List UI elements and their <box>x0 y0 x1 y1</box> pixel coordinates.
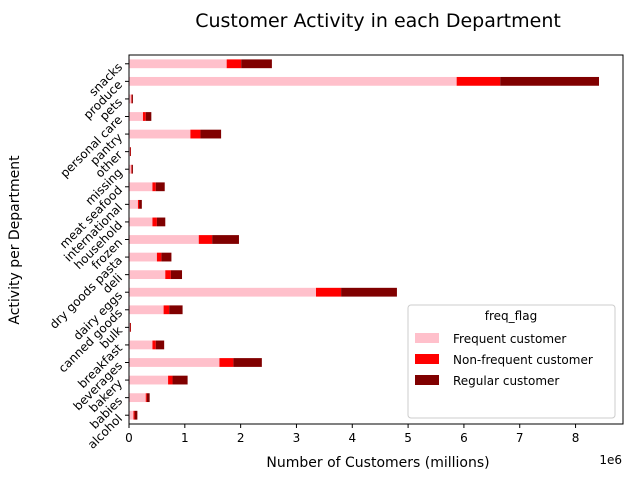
bar-pantry-series-2 <box>200 129 222 139</box>
bar-personal-care-series-2 <box>145 112 152 121</box>
legend-items: Frequent customer Non-frequent customer Re… <box>415 332 593 388</box>
x-tick-label: 2 <box>237 431 245 445</box>
bar-babies-series-1 <box>145 393 147 403</box>
bar-beverages-series-2 <box>233 358 262 367</box>
bar-frozen-series-2 <box>212 235 239 244</box>
x-axis-ticks: 0 1 2 3 4 5 6 7 8 <box>125 424 579 445</box>
bar-pets-series-1 <box>131 94 132 104</box>
x-tick-label: 4 <box>348 431 356 445</box>
bar-international-series-1 <box>137 199 140 209</box>
bar-international-series-2 <box>139 199 142 209</box>
y-axis-ticks: alcoholbabiesbakerybeveragesbreakfastbul… <box>47 60 129 452</box>
bar-canned-goods-series-0 <box>129 305 164 315</box>
bar-pets-series-2 <box>131 94 133 104</box>
bar-missing-series-1 <box>131 164 132 174</box>
bar-dairy-eggs-series-1 <box>315 287 342 297</box>
bar-babies-series-2 <box>146 393 150 403</box>
legend-box <box>407 304 616 419</box>
bar-dairy-eggs-series-2 <box>341 287 397 297</box>
bar-alcohol-series-0 <box>129 410 134 420</box>
bar-deli-series-2 <box>170 270 183 280</box>
bar-dry-goods-pasta-series-1 <box>156 252 162 262</box>
bar-household-series-2 <box>156 217 166 227</box>
bar-produce-series-2 <box>500 76 599 86</box>
bar-canned-goods-series-1 <box>163 305 170 315</box>
bar-alcohol-series-1 <box>133 410 135 420</box>
bar-missing-series-0 <box>129 164 132 174</box>
x-tick-label: 1 <box>181 431 189 445</box>
bar-deli-series-1 <box>165 270 171 280</box>
bar-frozen-series-0 <box>129 235 199 244</box>
bar-dairy-eggs-series-0 <box>129 287 316 297</box>
x-tick-label: 8 <box>572 431 580 445</box>
bar-dry-goods-pasta-series-0 <box>129 252 157 262</box>
x-tick-label: 3 <box>293 431 301 445</box>
bar-missing-series-2 <box>131 164 133 174</box>
bar-deli-series-0 <box>129 270 166 280</box>
legend-swatch <box>415 375 439 385</box>
bar-babies-series-0 <box>129 393 146 403</box>
bar-snacks-series-2 <box>241 59 272 69</box>
chart-title: Customer Activity in each Department <box>195 10 561 32</box>
legend-label: Non-frequent customer <box>453 353 593 367</box>
x-tick-label: 5 <box>404 431 412 445</box>
bar-breakfast-series-0 <box>129 340 153 350</box>
bar-meat-seafood-series-1 <box>152 182 156 192</box>
bar-bakery-series-0 <box>129 375 169 385</box>
x-axis-offset-label: 1e6 <box>599 453 622 467</box>
bar-bakery-series-2 <box>172 375 188 385</box>
bar-household-series-0 <box>129 217 153 227</box>
bar-snacks-series-1 <box>226 59 242 69</box>
bar-household-series-1 <box>152 217 157 227</box>
legend-swatch <box>415 333 439 343</box>
y-axis-label: Activity per Department <box>7 155 23 325</box>
x-tick-label: 6 <box>460 431 468 445</box>
bar-bakery-series-1 <box>168 375 173 385</box>
bar-pets-series-0 <box>129 94 132 104</box>
bar-meat-seafood-series-0 <box>129 182 153 192</box>
legend-label: Frequent customer <box>453 332 566 346</box>
legend: freq_flag Frequent customer Non-frequent … <box>407 304 616 419</box>
bar-canned-goods-series-2 <box>169 305 183 315</box>
legend-title: freq_flag <box>485 309 537 323</box>
legend-label: Regular customer <box>453 374 559 388</box>
bar-snacks-series-0 <box>129 59 227 69</box>
bar-frozen-series-1 <box>198 235 213 244</box>
bar-personal-care-series-1 <box>142 112 146 121</box>
bar-pantry-series-1 <box>190 129 201 139</box>
bar-other-series-0 <box>129 147 131 157</box>
legend-swatch <box>415 354 439 364</box>
bar-beverages-series-0 <box>129 358 220 367</box>
bar-alcohol-series-2 <box>134 410 138 420</box>
bar-bulk-series-0 <box>129 322 131 332</box>
bar-pantry-series-0 <box>129 129 191 139</box>
bar-international-series-0 <box>129 199 138 209</box>
x-axis-label: Number of Customers (millions) <box>266 455 489 471</box>
bar-meat-seafood-series-2 <box>155 182 165 192</box>
bar-dry-goods-pasta-series-2 <box>161 252 172 262</box>
bar-beverages-series-1 <box>219 358 234 367</box>
bar-other-series-2 <box>130 147 131 157</box>
bars-layer <box>129 59 599 420</box>
bar-breakfast-series-1 <box>152 340 156 350</box>
bar-produce-series-0 <box>129 76 457 86</box>
bar-personal-care-series-0 <box>129 112 143 121</box>
bar-breakfast-series-2 <box>155 340 165 350</box>
x-tick-label: 7 <box>516 431 524 445</box>
x-tick-label: 0 <box>125 431 133 445</box>
bar-produce-series-1 <box>456 76 501 86</box>
bar-bulk-series-2 <box>130 322 131 332</box>
